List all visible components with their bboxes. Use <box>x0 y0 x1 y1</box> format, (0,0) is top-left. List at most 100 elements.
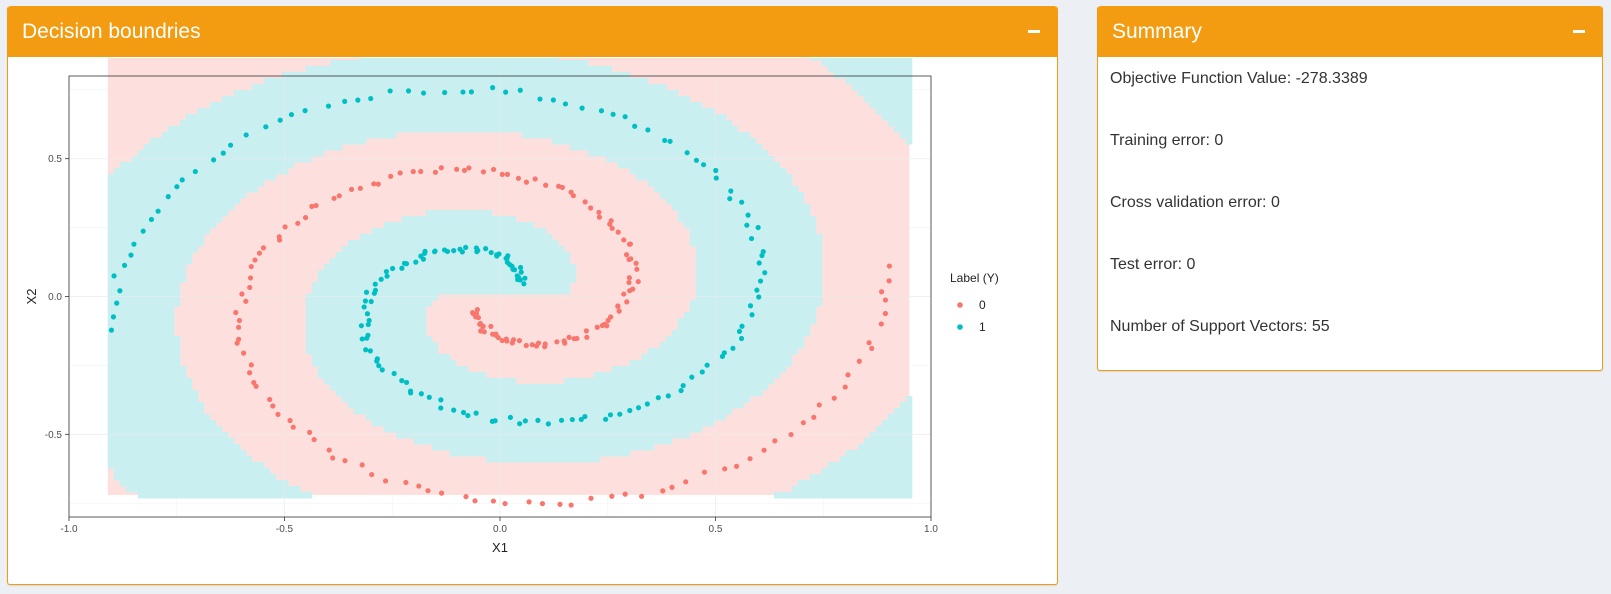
data-point <box>747 456 753 462</box>
data-point <box>364 335 370 341</box>
data-point <box>228 142 234 148</box>
summary-panel-header: Summary <box>1098 6 1602 57</box>
data-point <box>579 105 585 111</box>
data-point <box>416 483 422 489</box>
legend-label-0: 0 <box>979 298 986 312</box>
data-point <box>515 175 522 181</box>
data-point <box>526 499 532 505</box>
data-point <box>499 337 505 344</box>
data-point <box>504 259 510 265</box>
data-point <box>608 218 614 224</box>
y-tick-label: 0.0 <box>48 292 62 303</box>
data-point <box>617 411 623 417</box>
data-point <box>165 194 171 200</box>
data-point <box>277 117 283 123</box>
data-point <box>639 493 645 499</box>
data-point <box>754 287 760 293</box>
data-point <box>582 413 588 420</box>
data-point <box>302 108 308 114</box>
data-point <box>418 168 424 175</box>
data-point <box>621 237 627 243</box>
legend-title: Label (Y) <box>950 271 999 285</box>
decision-boundaries-panel: Decision boundries -1.0 -0.5 0.0 0.5 1.0 -0.5… <box>7 6 1058 585</box>
data-point <box>438 490 445 496</box>
data-point <box>728 188 734 194</box>
data-point <box>842 384 848 390</box>
decision-boundary-chart: -1.0 -0.5 0.0 0.5 1.0 -0.5 0.0 0.5 X1 X2 Label (Y)… <box>24 58 999 555</box>
data-point <box>302 215 309 221</box>
data-point <box>442 89 448 96</box>
y-tick-label: -0.5 <box>45 430 63 441</box>
data-point <box>634 266 640 272</box>
data-point <box>425 488 431 494</box>
data-point <box>626 275 632 281</box>
data-point <box>248 362 254 368</box>
data-point <box>607 412 614 418</box>
data-point <box>582 199 588 205</box>
data-point <box>557 501 563 507</box>
data-point <box>635 405 642 411</box>
data-point <box>311 436 317 443</box>
data-point <box>234 340 240 346</box>
data-point <box>236 324 242 330</box>
data-point <box>483 246 489 252</box>
data-point <box>454 166 460 172</box>
data-point <box>760 249 766 255</box>
data-point <box>253 383 259 389</box>
data-point <box>756 260 762 266</box>
data-point <box>518 269 524 275</box>
data-point <box>309 203 315 209</box>
data-point <box>307 429 313 435</box>
data-point <box>403 479 409 486</box>
data-point <box>431 249 438 255</box>
data-point <box>632 123 638 129</box>
data-point <box>616 308 622 314</box>
data-point <box>816 402 822 408</box>
support-vectors-text: Number of Support Vectors: 55 <box>1110 318 1330 335</box>
data-point <box>325 103 332 109</box>
data-point <box>689 374 695 380</box>
data-point <box>488 249 494 256</box>
data-point <box>155 208 161 214</box>
decision-region-class-1 <box>107 58 913 499</box>
data-point <box>569 416 575 423</box>
data-point <box>468 89 475 95</box>
data-point <box>505 253 511 259</box>
data-point <box>480 169 487 175</box>
data-point <box>359 336 365 342</box>
data-point <box>110 314 117 320</box>
data-point <box>378 276 384 282</box>
data-point <box>276 237 283 243</box>
data-point <box>192 168 198 175</box>
data-point <box>788 431 794 438</box>
data-point <box>739 323 745 329</box>
data-point <box>507 414 514 421</box>
data-point <box>761 447 767 453</box>
data-point <box>388 173 394 179</box>
data-point <box>405 88 412 94</box>
data-point <box>566 334 572 340</box>
collapse-minus-icon[interactable] <box>1025 23 1043 41</box>
data-point <box>660 488 666 494</box>
data-point <box>886 278 892 284</box>
data-point <box>473 410 479 416</box>
data-point <box>290 424 296 430</box>
data-point <box>699 369 705 375</box>
data-point <box>463 494 469 500</box>
data-point <box>233 309 239 316</box>
data-point <box>256 250 263 256</box>
data-point <box>633 260 639 266</box>
data-point <box>550 97 556 103</box>
summary-panel-title: Summary <box>1112 19 1202 43</box>
data-point <box>762 270 768 276</box>
collapse-minus-icon[interactable] <box>1570 23 1588 41</box>
series-1-points <box>108 85 768 427</box>
data-point <box>494 252 500 258</box>
data-point <box>533 343 540 349</box>
data-point <box>366 317 372 324</box>
data-point <box>622 114 628 120</box>
data-point <box>488 323 494 330</box>
data-point <box>869 345 875 352</box>
data-point <box>275 411 281 418</box>
data-point <box>369 471 375 478</box>
